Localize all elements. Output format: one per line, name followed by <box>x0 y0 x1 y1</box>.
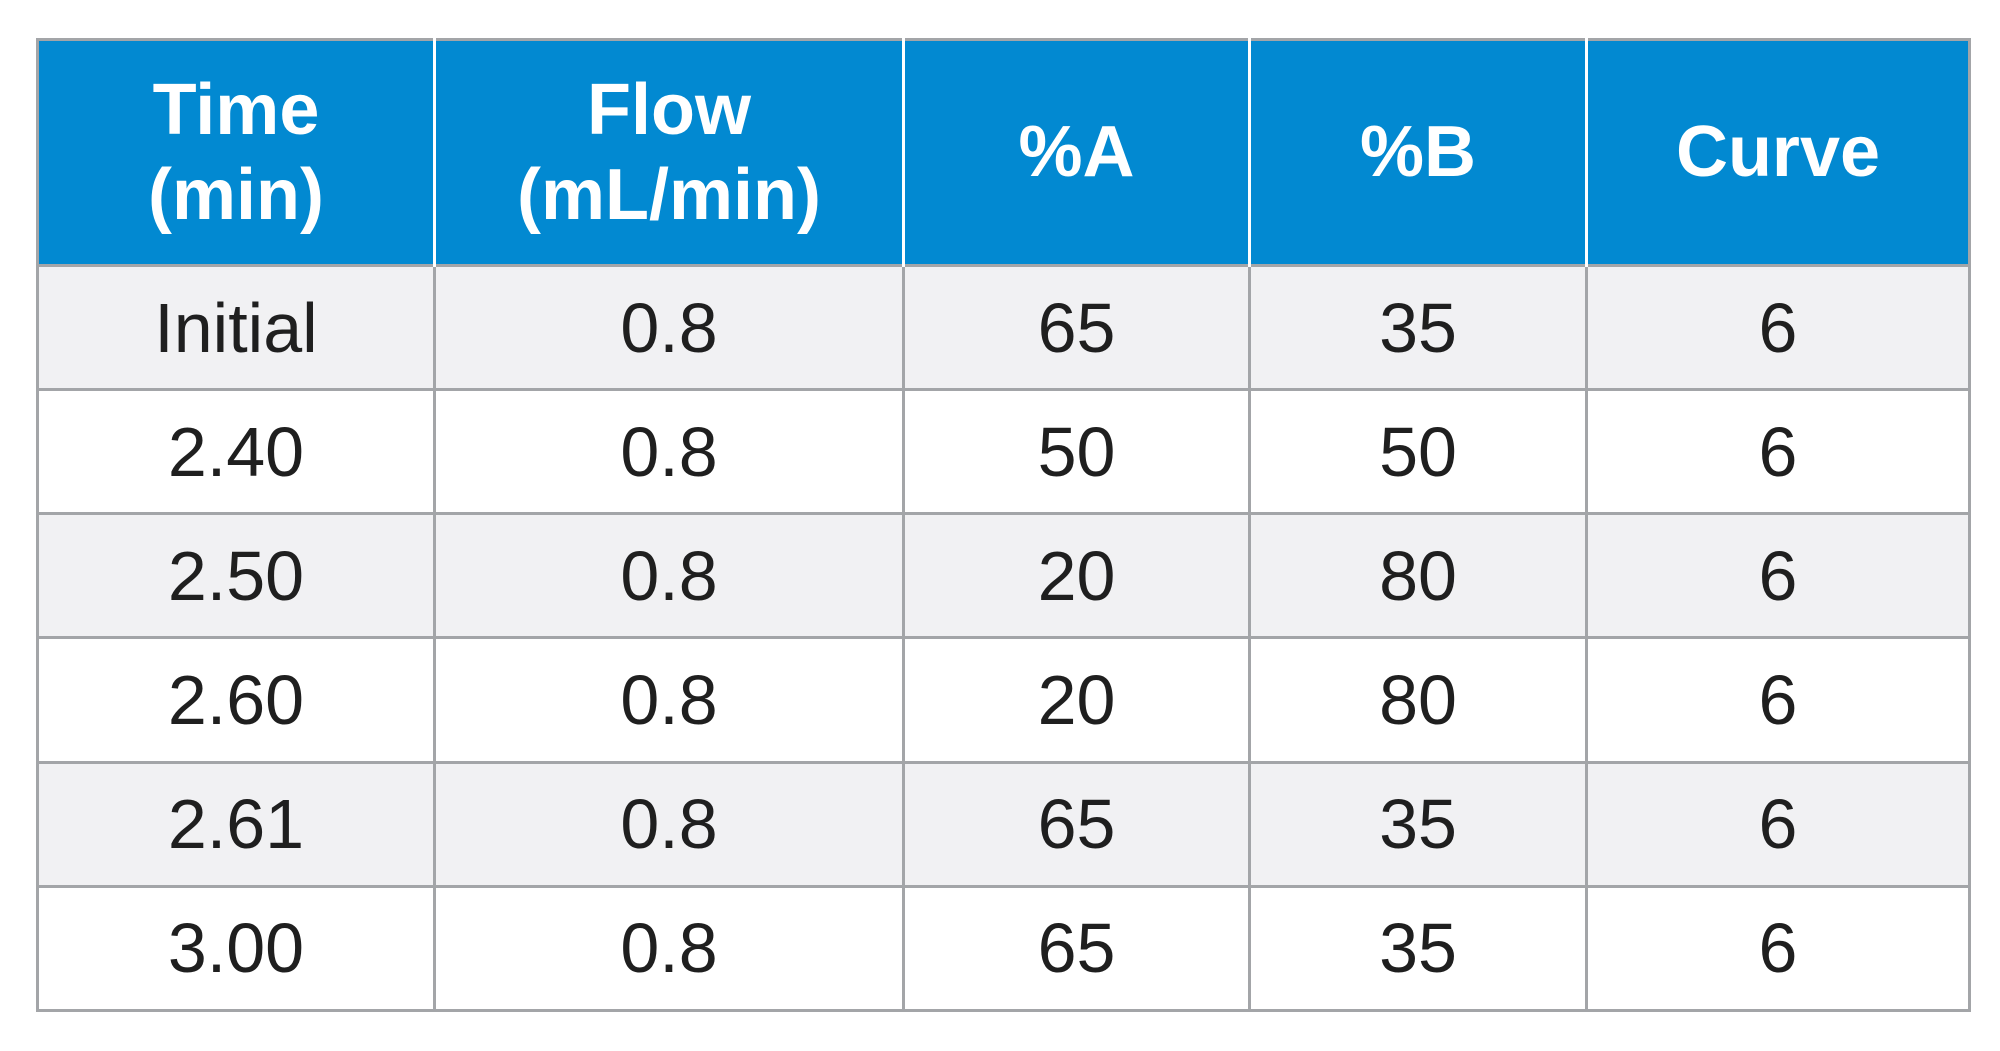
column-header-flow: Flow (mL/min) <box>434 39 905 266</box>
column-header-percent-b: %B <box>1249 39 1588 266</box>
table-row: Initial 0.8 65 35 6 <box>36 263 1971 392</box>
column-header-unit: (min) <box>148 154 324 235</box>
cell-curve: 6 <box>1585 760 1971 888</box>
column-header-unit: (mL/min) <box>517 154 821 235</box>
header-row: Time (min) Flow (mL/min) %A %B Curve <box>37 39 1970 266</box>
column-header-label: %B <box>1359 112 1476 193</box>
cell-curve: 6 <box>1585 636 1971 764</box>
table-header: Time (min) Flow (mL/min) %A %B Curve <box>37 39 1970 266</box>
column-header-label: %A <box>1018 112 1135 193</box>
column-header-label: Curve <box>1675 112 1881 193</box>
cell-flow: 0.8 <box>433 760 905 888</box>
cell-percent-a: 65 <box>902 760 1251 888</box>
cell-percent-b: 80 <box>1248 512 1588 640</box>
cell-time: 2.50 <box>36 512 436 640</box>
cell-percent-b: 50 <box>1248 388 1588 516</box>
table-row: 2.40 0.8 50 50 6 <box>36 388 1971 516</box>
cell-percent-a: 65 <box>902 884 1251 1013</box>
cell-time: 2.60 <box>36 636 436 764</box>
cell-percent-b: 35 <box>1248 263 1588 392</box>
cell-percent-a: 50 <box>902 388 1251 516</box>
table-row: 3.00 0.8 65 35 6 <box>36 884 1971 1013</box>
cell-time: 2.40 <box>36 388 436 516</box>
cell-flow: 0.8 <box>433 636 905 764</box>
cell-percent-b: 35 <box>1248 884 1588 1013</box>
cell-curve: 6 <box>1585 512 1971 640</box>
cell-curve: 6 <box>1585 388 1971 516</box>
table-row: 2.50 0.8 20 80 6 <box>36 512 1971 640</box>
table-body: Initial 0.8 65 35 6 2.40 0.8 50 50 6 2.5… <box>36 263 1971 1013</box>
column-header-curve: Curve <box>1586 39 1970 266</box>
table-row: 2.60 0.8 20 80 6 <box>36 636 1971 764</box>
table-row: 2.61 0.8 65 35 6 <box>36 760 1971 888</box>
cell-time: Initial <box>36 263 436 392</box>
cell-percent-a: 20 <box>902 512 1251 640</box>
cell-percent-a: 65 <box>902 263 1251 392</box>
cell-flow: 0.8 <box>433 512 905 640</box>
cell-flow: 0.8 <box>433 388 905 516</box>
cell-curve: 6 <box>1585 884 1971 1013</box>
gradient-table-container: Time (min) Flow (mL/min) %A %B Curve <box>36 38 1971 1013</box>
column-header-percent-a: %A <box>903 39 1251 266</box>
gradient-table: Time (min) Flow (mL/min) %A %B Curve <box>36 38 1971 1013</box>
cell-curve: 6 <box>1585 263 1971 392</box>
cell-time: 2.61 <box>36 760 436 888</box>
cell-percent-b: 35 <box>1248 760 1588 888</box>
cell-flow: 0.8 <box>433 884 905 1013</box>
cell-percent-b: 80 <box>1248 636 1588 764</box>
cell-flow: 0.8 <box>433 263 905 392</box>
cell-time: 3.00 <box>36 884 436 1013</box>
cell-percent-a: 20 <box>902 636 1251 764</box>
column-header-label: Time <box>152 69 320 150</box>
column-header-label: Flow <box>587 69 751 150</box>
column-header-time: Time (min) <box>37 39 436 266</box>
